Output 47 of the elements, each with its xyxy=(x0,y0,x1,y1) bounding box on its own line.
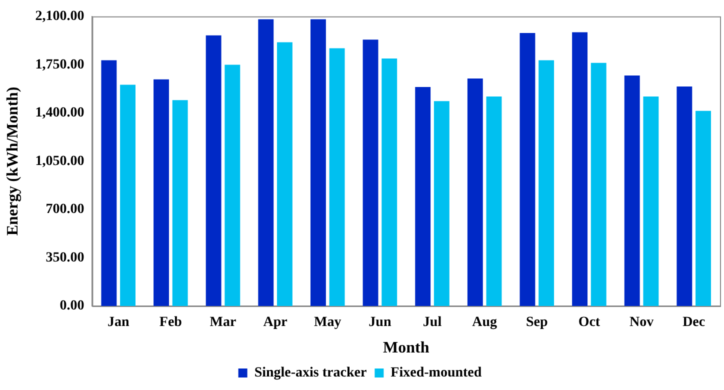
bar xyxy=(467,78,483,306)
x-tick-label: Aug xyxy=(472,315,498,330)
legend-label: Single-axis tracker xyxy=(254,366,367,381)
bar xyxy=(538,60,554,306)
y-tick-label: 2,100.00 xyxy=(35,9,84,24)
x-tick-label: Sep xyxy=(526,315,548,330)
bar xyxy=(382,58,398,306)
bar xyxy=(486,96,502,306)
bar xyxy=(120,84,136,306)
bar xyxy=(172,100,188,306)
bar xyxy=(258,19,274,306)
x-tick-label: Apr xyxy=(263,315,288,330)
bar xyxy=(590,62,606,306)
bar xyxy=(624,76,640,306)
bar xyxy=(676,86,692,306)
y-tick-label: 700.00 xyxy=(46,202,84,218)
y-tick-label: 1,750.00 xyxy=(35,57,84,72)
bar xyxy=(415,87,431,306)
bar xyxy=(572,32,588,306)
x-tick-label: Dec xyxy=(682,315,706,330)
x-tick-label: Jun xyxy=(368,315,392,330)
bar xyxy=(520,32,536,306)
bar xyxy=(643,96,659,306)
y-tick-label: 0.00 xyxy=(60,298,84,314)
x-axis-title: Month xyxy=(382,340,430,357)
x-tick-label: Oct xyxy=(578,315,600,330)
legend-label: Fixed-mounted xyxy=(390,366,482,381)
x-tick-label: Nov xyxy=(629,315,654,330)
bar xyxy=(277,42,292,306)
bar xyxy=(310,19,326,306)
y-tick-label: 1,400.00 xyxy=(35,106,84,121)
bar xyxy=(362,40,378,306)
bar xyxy=(101,60,117,306)
x-tick-label: Mar xyxy=(210,315,236,330)
bar xyxy=(224,64,240,306)
y-axis-title: Energy (kWh/Month) xyxy=(4,86,22,236)
y-tick-label: 350.00 xyxy=(46,250,84,266)
bar xyxy=(206,35,222,306)
x-tick-label: Feb xyxy=(159,315,182,330)
bar xyxy=(696,110,711,306)
x-tick-label: May xyxy=(314,315,342,330)
y-tick-label: 1,050.00 xyxy=(35,154,84,169)
bar xyxy=(434,101,450,306)
x-tick-label: Jul xyxy=(422,315,442,330)
bar xyxy=(154,79,169,306)
x-tick-label: Jan xyxy=(107,315,130,330)
bar xyxy=(329,48,345,306)
